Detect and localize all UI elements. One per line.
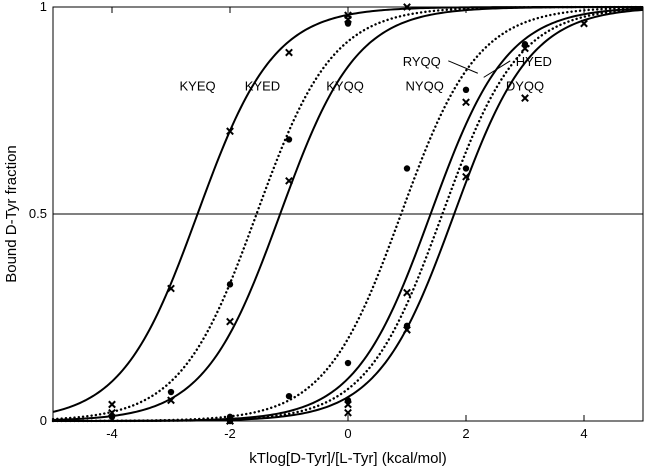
point-nyqq xyxy=(403,165,411,172)
point-ryqq xyxy=(462,98,470,107)
point-kyqq xyxy=(403,3,411,11)
x-tick-label: 0 xyxy=(344,426,351,441)
point-kyed xyxy=(226,281,234,288)
label-kyqq: KYQQ xyxy=(326,79,364,94)
point-dyqq xyxy=(521,94,529,102)
point-kyeq xyxy=(108,400,116,409)
point-dyqq xyxy=(403,326,411,334)
label-dyqq: DYQQ xyxy=(506,79,544,94)
point-kyeq xyxy=(285,48,293,57)
label-ryqq: RYQQ xyxy=(403,54,441,69)
curve-dyqq xyxy=(53,8,644,422)
point-ryqq xyxy=(403,288,411,297)
point-hyed xyxy=(521,41,529,48)
point-kyqq xyxy=(285,176,293,185)
y-axis-label: Bound D-Tyr fraction xyxy=(3,145,20,283)
point-dyqq xyxy=(462,172,470,181)
curve-kyqq xyxy=(52,6,643,421)
x-axis-label: kTlog[D-Tyr]/[L-Tyr] (kcal/mol) xyxy=(249,450,447,467)
curve-hyed xyxy=(51,7,645,423)
point-dyqq xyxy=(580,19,588,28)
point-kyeq xyxy=(167,284,175,293)
point-kyqq xyxy=(226,317,234,326)
x-tick-label: 2 xyxy=(462,426,469,441)
y-tick-label: 0 xyxy=(40,413,47,428)
point-hyed xyxy=(462,165,470,172)
points-layer xyxy=(108,3,588,425)
label-kyeq: KYEQ xyxy=(179,79,215,94)
point-kyed xyxy=(167,388,175,396)
curve-ryqq xyxy=(53,7,644,422)
point-nyqq xyxy=(285,392,293,400)
point-nyqq xyxy=(462,86,470,94)
point-kyqq xyxy=(167,396,175,405)
label-hyed: HYED xyxy=(516,54,552,69)
leader-hyed xyxy=(483,60,511,78)
y-tick-label: 1 xyxy=(40,0,47,14)
x-tick-label: -4 xyxy=(106,426,118,441)
point-kyqq xyxy=(108,408,116,417)
point-nyqq xyxy=(344,359,352,367)
y-tick-label: 0.5 xyxy=(29,206,47,221)
point-dyqq xyxy=(226,417,234,425)
point-dyqq xyxy=(344,408,352,417)
point-kyqq xyxy=(344,15,352,24)
x-tick-label: -2 xyxy=(224,426,236,441)
leader-ryqq xyxy=(448,60,478,74)
point-hyed xyxy=(344,397,352,404)
label-nyqq: NYQQ xyxy=(406,79,444,94)
point-kyeq xyxy=(226,127,234,136)
point-kyed xyxy=(285,136,293,143)
label-kyed: KYED xyxy=(245,79,280,94)
x-tick-label: 4 xyxy=(580,426,587,441)
annotations-layer: KYEQ KYED KYQQ NYQQ RYQQ HYED DYQQ xyxy=(179,54,551,94)
curve-kyed xyxy=(51,5,645,421)
